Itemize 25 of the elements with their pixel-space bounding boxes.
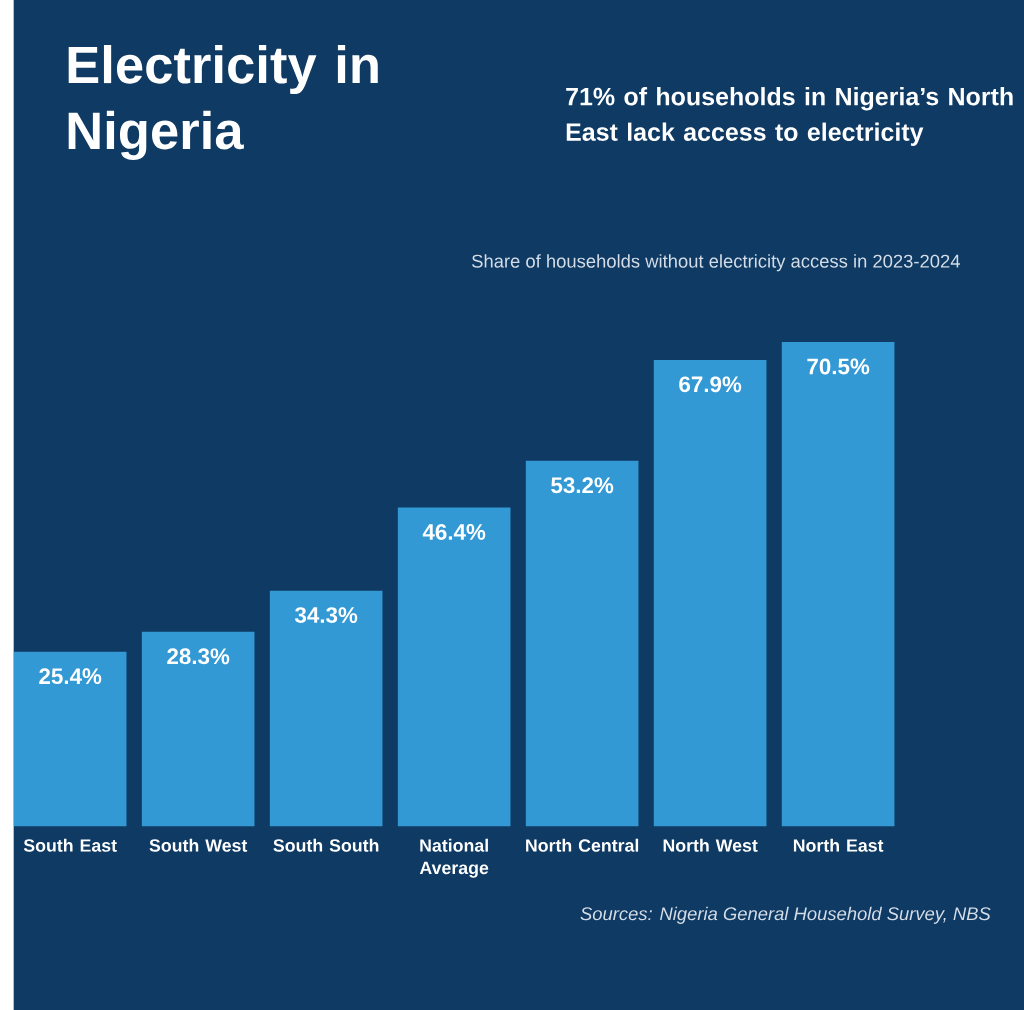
data-label: 25.4% — [39, 668, 102, 684]
x-tick-label: North Central — [526, 838, 639, 852]
x-tick-label: National Average — [419, 838, 489, 878]
x-tick-label: South South — [273, 838, 379, 852]
data-label: 28.3% — [167, 648, 230, 665]
bar — [13, 651, 127, 827]
data-label: 46.4% — [422, 523, 486, 540]
x-tick-label: North West — [663, 838, 758, 852]
bar — [525, 460, 639, 827]
bar — [269, 590, 383, 827]
bar — [141, 631, 255, 827]
bar — [397, 507, 511, 827]
source-note: Sources: Nigeria General Household Survey, NBS — [580, 906, 991, 924]
x-tick-label: North East — [793, 838, 884, 852]
data-label: 70.5% — [807, 358, 870, 375]
bar — [781, 341, 895, 827]
data-label: 34.3% — [294, 606, 358, 623]
data-label: 53.2% — [551, 477, 614, 494]
x-tick-label: South East — [23, 838, 117, 852]
text: Share of households without electricity access in 2023-2024 — [472, 253, 960, 272]
bar — [653, 359, 767, 827]
chart-title: Electricity in Nigeria — [68, 44, 378, 160]
x-tick-label: South West — [149, 838, 248, 852]
data-label: 67.9% — [679, 376, 742, 393]
chart-subtitle: 71% of households in Nigeria’s North East lack access to electricity — [566, 86, 1013, 146]
